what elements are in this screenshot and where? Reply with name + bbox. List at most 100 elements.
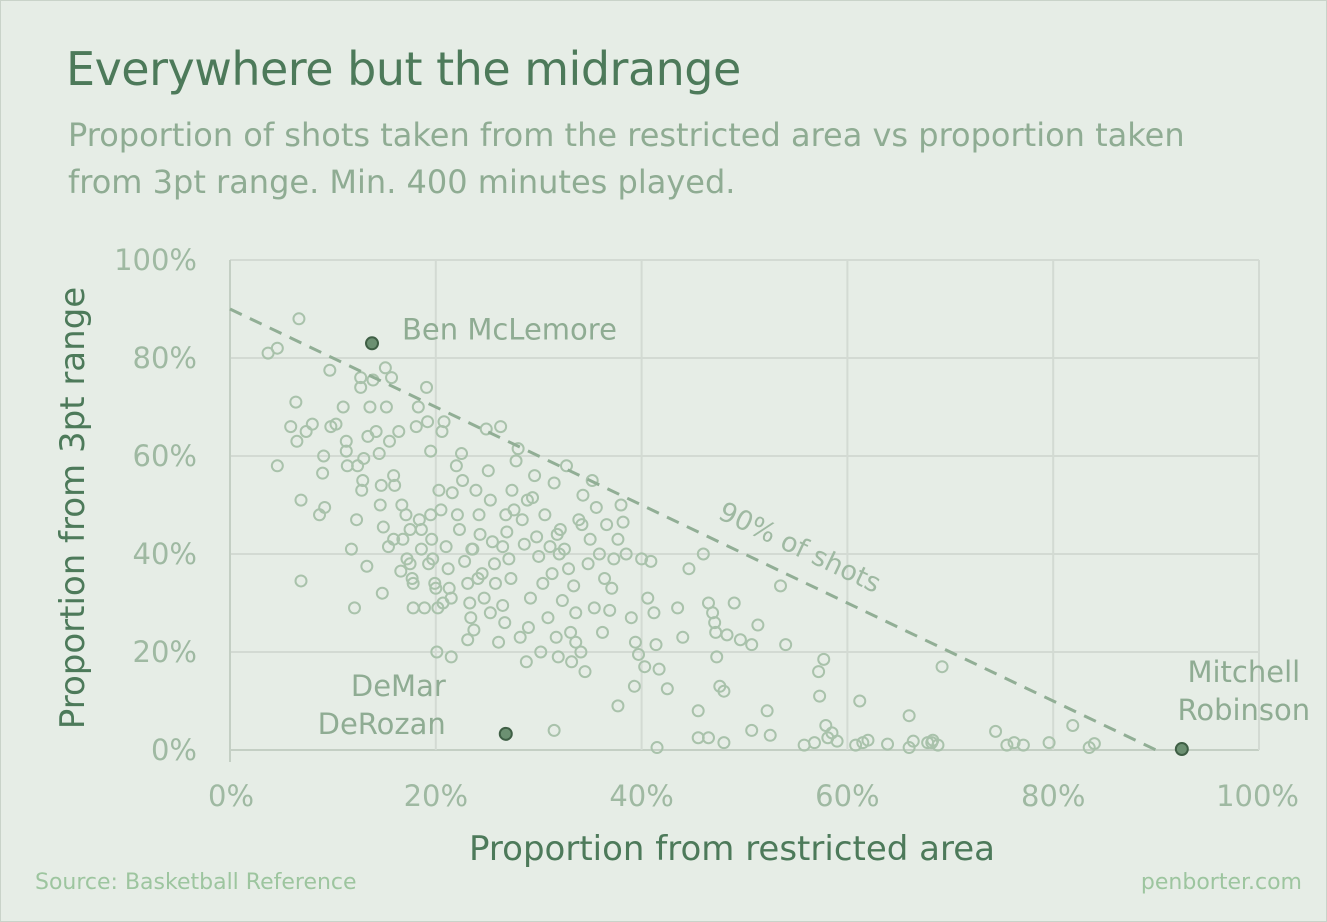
scatter-point [432, 483, 446, 497]
y-axis-title: Proportion from 3pt range [53, 287, 93, 729]
chart-subtitle: Proportion of shots taken from the restr… [68, 116, 1185, 201]
scatter-point [717, 736, 731, 750]
scatter-point [817, 652, 831, 666]
scatter-point [294, 493, 308, 507]
player-label: Ben McLemore [402, 312, 617, 346]
scatter-point [624, 611, 638, 625]
scatter-point [551, 650, 565, 664]
scatter-point [797, 738, 811, 752]
scatter-point [547, 476, 561, 490]
scatter-point [498, 616, 512, 630]
scatter-point [1000, 738, 1014, 752]
scatter-point [444, 650, 458, 664]
scatter-point [578, 665, 592, 679]
scatter-point [376, 520, 390, 534]
scatter-point [853, 694, 867, 708]
scatter-point [456, 474, 470, 487]
scatter-point [481, 464, 495, 478]
scatter-point [472, 508, 486, 522]
scatter-point [935, 660, 949, 674]
scatter-point [671, 601, 685, 615]
scatter-point [567, 579, 581, 593]
scatter-point [552, 547, 566, 561]
scatter-point [305, 417, 319, 431]
scatter-point [519, 655, 533, 669]
highlighted-point [498, 726, 513, 741]
scatter-point [733, 633, 747, 647]
x-tick-label: 100% [1216, 779, 1299, 813]
scatter-point [492, 635, 506, 649]
scatter-point [1087, 737, 1101, 751]
scatter-point [569, 635, 583, 649]
scatter-point [396, 532, 410, 546]
scatter-point [336, 400, 350, 414]
scatter-point [541, 611, 555, 625]
scatter-point [727, 596, 741, 610]
scatter-point [595, 625, 609, 639]
scatter-point [691, 704, 705, 718]
scatter-point [439, 540, 453, 554]
scatter-point [902, 741, 916, 755]
scatter-point [536, 576, 550, 590]
scatter-point [500, 525, 514, 539]
scatter-point [534, 645, 548, 659]
scatter-point [812, 665, 826, 679]
scatter-point [545, 567, 559, 581]
scatter-point [652, 662, 666, 676]
highlighted-points: Ben McLemore DeMar DeRozan Mitchell Robinson [318, 312, 1310, 757]
scatter-point [819, 719, 833, 732]
scatter-point [641, 591, 655, 605]
source-note: Source: Basketball Reference [35, 870, 357, 895]
y-tick-label: 80% [133, 341, 197, 375]
scatter-point [374, 478, 388, 492]
scatter-point [379, 400, 393, 414]
scatter-point [483, 493, 497, 507]
scatter-point [710, 650, 724, 664]
scatter-point [458, 554, 472, 568]
scatter-point [1066, 719, 1080, 732]
scatter-point [403, 557, 417, 571]
highlighted-point [1174, 742, 1189, 757]
scatter-point [717, 684, 731, 698]
scatter-point [403, 523, 417, 536]
scatter-point [323, 363, 337, 377]
scatter-point [745, 638, 759, 652]
scatter-point [414, 542, 428, 556]
scatter-point [521, 621, 535, 634]
site-credit: penborter.com [1140, 870, 1302, 895]
scatter-point [616, 515, 630, 529]
x-tick-label: 80% [1021, 779, 1085, 813]
scatter-point [751, 618, 765, 632]
scatter-point [409, 420, 423, 434]
scatter-point [592, 547, 606, 561]
scatter-point [504, 572, 518, 585]
scatter-point [564, 625, 578, 639]
scatter-point [392, 425, 406, 438]
scatter-point [1007, 736, 1021, 750]
player-label: DeMar DeRozan [318, 669, 446, 741]
scatter-point [774, 579, 788, 593]
scatter-point [348, 601, 362, 615]
scatter-point [290, 434, 304, 448]
scatter-point [523, 591, 537, 605]
scatter-point [387, 532, 401, 546]
scatter-point [638, 660, 652, 674]
scatter-point [477, 591, 491, 605]
scatter-point [355, 483, 369, 497]
scatter-point [354, 380, 368, 394]
scatter-point [387, 469, 401, 483]
scatter-point [813, 689, 827, 703]
scatter-point [509, 454, 523, 468]
scatter-point [861, 733, 875, 747]
scatter-point [628, 635, 642, 649]
scatter-point [344, 542, 358, 556]
player-label: Mitchell Robinson [1177, 655, 1310, 727]
scatter-point [373, 498, 387, 512]
scatter-point [600, 518, 614, 532]
scatter-point [902, 709, 916, 723]
scatter-point [270, 341, 284, 355]
scatter-point [696, 547, 710, 561]
scatter-point [372, 447, 386, 461]
